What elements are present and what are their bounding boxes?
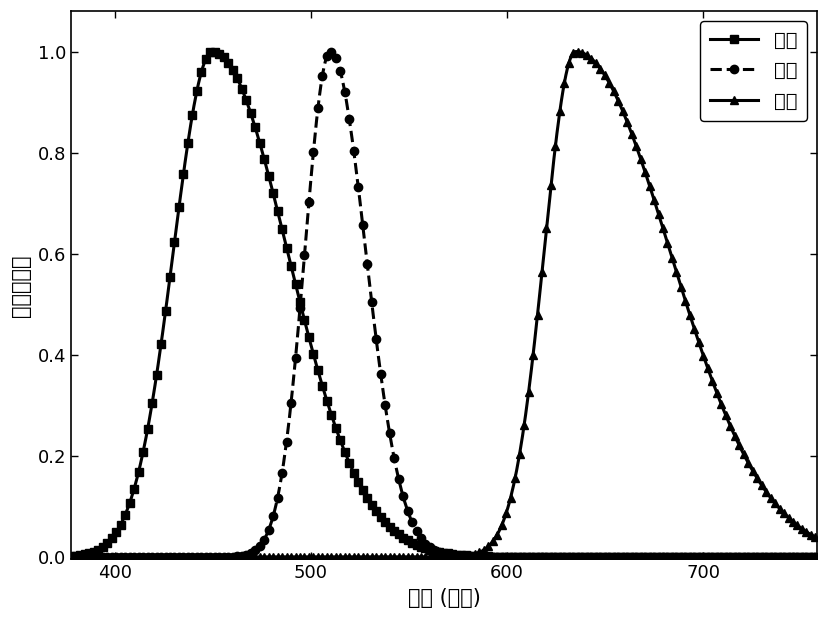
红光 xyxy=(66,553,76,561)
绿光 xyxy=(422,541,432,548)
Legend: 蓝光, 绿光, 红光: 蓝光, 绿光, 红光 xyxy=(699,21,806,121)
绿光 xyxy=(795,553,805,561)
Y-axis label: 归一化强度: 归一化强度 xyxy=(11,254,31,316)
X-axis label: 波长 (纳米): 波长 (纳米) xyxy=(407,588,480,608)
绿光 xyxy=(324,48,334,55)
Line: 绿光: 绿光 xyxy=(67,48,820,561)
红光 xyxy=(795,524,805,532)
绿光 xyxy=(471,553,480,561)
蓝光 xyxy=(811,553,821,561)
绿光 xyxy=(66,553,76,561)
蓝光 xyxy=(66,552,76,560)
红光 xyxy=(509,474,519,482)
红光 xyxy=(469,550,479,558)
蓝光 xyxy=(471,552,480,560)
红光 xyxy=(678,293,688,300)
蓝光 xyxy=(511,553,521,561)
Line: 蓝光: 蓝光 xyxy=(67,48,820,561)
红光 xyxy=(571,48,581,55)
绿光 xyxy=(426,545,436,552)
蓝光 xyxy=(795,553,805,561)
红光 xyxy=(424,553,434,561)
绿光 xyxy=(811,553,821,561)
Line: 红光: 红光 xyxy=(67,48,820,561)
蓝光 xyxy=(678,553,688,561)
红光 xyxy=(811,534,821,542)
蓝光 xyxy=(208,48,218,55)
蓝光 xyxy=(422,545,432,553)
绿光 xyxy=(678,553,688,561)
红光 xyxy=(420,553,430,561)
蓝光 xyxy=(426,547,436,554)
绿光 xyxy=(511,553,521,561)
